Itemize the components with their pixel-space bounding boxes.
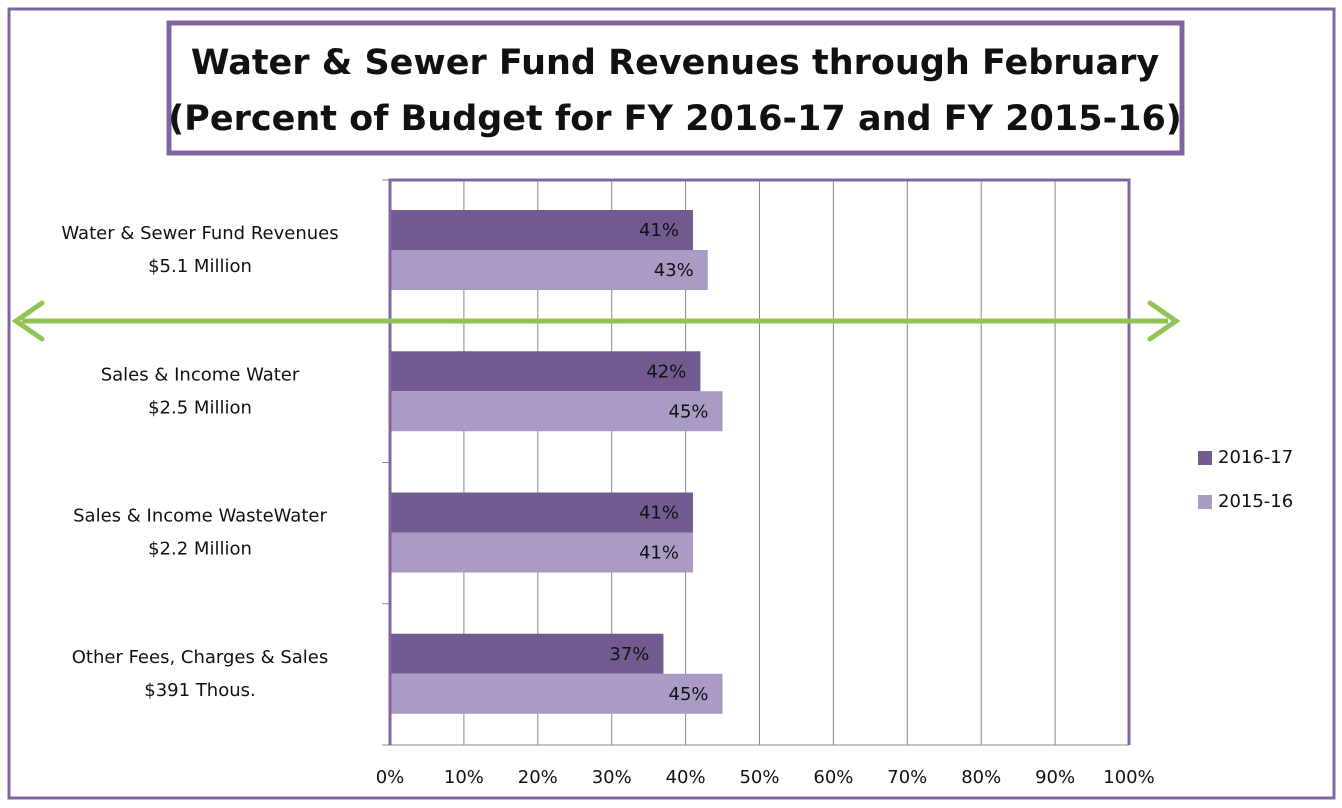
chart-title: Water & Sewer Fund Revenues through Febr…: [191, 43, 1159, 83]
data-label: 41%: [639, 543, 679, 564]
data-label: 41%: [639, 220, 679, 241]
bar: [390, 250, 708, 290]
plot-area: 0% 10% 20% 30% 40% 50% 60% 70% 80% 90% 100% Water &…: [61, 178, 1293, 788]
x-tick-label: 80%: [961, 767, 1001, 788]
bar: [390, 673, 723, 714]
legend-swatch: [1198, 451, 1212, 465]
x-tick-label: 10%: [444, 767, 484, 788]
data-label: 45%: [669, 401, 709, 422]
data-label: 45%: [669, 684, 709, 705]
arrow-head: [1147, 300, 1181, 342]
arrow-head: [11, 300, 45, 342]
page-frame: [7, 7, 1336, 800]
legend-label: 2016-17: [1218, 447, 1293, 468]
y-tick-label: $391 Thous.: [144, 680, 255, 701]
x-tick-label: 100%: [1103, 767, 1154, 788]
legend-swatch: [1198, 495, 1212, 509]
bar: [390, 633, 664, 674]
data-label: 37%: [609, 644, 649, 665]
data-label: 43%: [654, 260, 694, 281]
y-tick-label: $2.5 Million: [148, 397, 252, 418]
bar: [390, 351, 701, 392]
legend-label: 2015-16: [1218, 491, 1293, 512]
y-tick-label: $2.2 Million: [148, 539, 252, 560]
x-tick-label: 40%: [666, 767, 706, 788]
title-box: [166, 20, 1185, 156]
y-tick-label: Sales & Income Water: [101, 364, 300, 385]
arrow: [11, 300, 1181, 342]
y-tick-label: Sales & Income WasteWater: [73, 506, 327, 527]
data-label: 42%: [646, 361, 686, 382]
x-tick-label: 60%: [813, 767, 853, 788]
x-tick-label: 0%: [376, 767, 405, 788]
x-tick-label: 70%: [887, 767, 927, 788]
bar: [390, 532, 693, 573]
chart-title: (Percent of Budget for FY 2016-17 and FY…: [168, 99, 1182, 139]
y-tick-label: $5.1 Million: [148, 256, 252, 277]
y-tick-label: Water & Sewer Fund Revenues: [61, 223, 338, 244]
bar: [390, 210, 693, 250]
x-tick-label: 30%: [592, 767, 632, 788]
bar: [390, 492, 693, 533]
data-label: 41%: [639, 503, 679, 524]
y-tick-label: Other Fees, Charges & Sales: [72, 647, 329, 668]
x-tick-label: 90%: [1035, 767, 1075, 788]
x-tick-label: 50%: [739, 767, 779, 788]
plot-border: [388, 178, 1131, 745]
x-tick-label: 20%: [518, 767, 558, 788]
bar: [390, 391, 723, 432]
